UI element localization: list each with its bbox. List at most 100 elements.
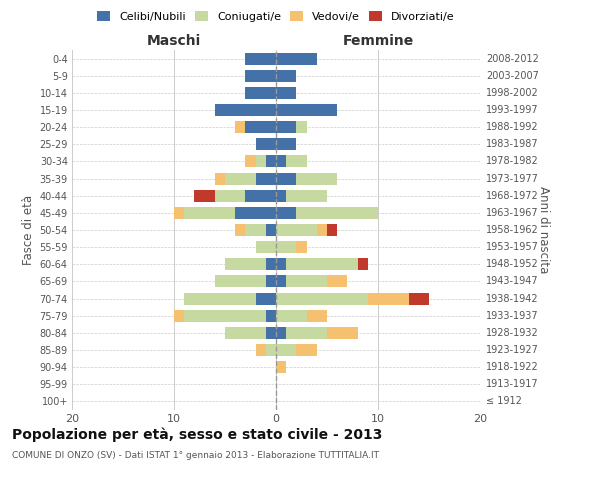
Text: 1953-1957: 1953-1957 xyxy=(486,242,539,252)
Bar xyxy=(286,156,307,168)
Bar xyxy=(225,172,256,184)
Bar xyxy=(276,190,286,202)
Bar xyxy=(276,156,286,168)
Bar xyxy=(327,276,347,287)
Text: 2008-2012: 2008-2012 xyxy=(486,54,539,64)
Bar xyxy=(256,138,276,150)
Bar xyxy=(245,87,276,99)
Text: 1938-1942: 1938-1942 xyxy=(486,294,539,304)
Bar xyxy=(276,258,286,270)
Bar xyxy=(245,52,276,64)
Bar xyxy=(256,156,266,168)
Bar xyxy=(256,344,266,356)
Text: 1918-1922: 1918-1922 xyxy=(486,362,539,372)
Bar xyxy=(256,172,276,184)
Bar xyxy=(276,104,337,116)
Bar xyxy=(184,310,266,322)
Bar xyxy=(276,241,296,253)
Bar xyxy=(215,104,276,116)
Bar xyxy=(256,292,276,304)
Text: 1983-1987: 1983-1987 xyxy=(486,140,539,149)
Bar xyxy=(215,276,266,287)
Bar xyxy=(286,190,327,202)
Bar xyxy=(327,327,358,339)
Text: 1973-1977: 1973-1977 xyxy=(486,174,539,184)
Bar xyxy=(286,327,327,339)
Bar xyxy=(276,310,307,322)
Text: 1993-1997: 1993-1997 xyxy=(486,105,539,115)
Bar xyxy=(286,276,327,287)
Bar xyxy=(276,327,286,339)
Text: 1943-1947: 1943-1947 xyxy=(486,276,539,286)
Bar xyxy=(327,224,337,236)
Bar xyxy=(317,224,327,236)
Bar xyxy=(266,258,276,270)
Y-axis label: Fasce di età: Fasce di età xyxy=(22,195,35,265)
Bar xyxy=(256,241,276,253)
Text: 1988-1992: 1988-1992 xyxy=(486,122,539,132)
Bar xyxy=(245,121,276,133)
Text: Anni di nascita: Anni di nascita xyxy=(537,186,550,274)
Bar xyxy=(296,241,307,253)
Bar xyxy=(296,121,307,133)
Text: Maschi: Maschi xyxy=(147,34,201,48)
Bar xyxy=(245,156,256,168)
Bar xyxy=(225,327,266,339)
Text: 1913-1917: 1913-1917 xyxy=(486,380,539,390)
Bar xyxy=(215,190,245,202)
Bar xyxy=(184,292,256,304)
Bar xyxy=(174,310,184,322)
Bar xyxy=(276,361,286,373)
Bar xyxy=(194,190,215,202)
Text: 1923-1927: 1923-1927 xyxy=(486,345,539,355)
Text: 1958-1962: 1958-1962 xyxy=(486,225,539,235)
Bar xyxy=(235,207,276,219)
Bar xyxy=(174,207,184,219)
Text: Popolazione per età, sesso e stato civile - 2013: Popolazione per età, sesso e stato civil… xyxy=(12,428,382,442)
Bar xyxy=(245,224,266,236)
Bar xyxy=(276,138,296,150)
Bar xyxy=(225,258,266,270)
Bar xyxy=(235,224,245,236)
Bar xyxy=(276,121,296,133)
Bar xyxy=(276,172,296,184)
Bar xyxy=(296,207,378,219)
Text: 2003-2007: 2003-2007 xyxy=(486,70,539,81)
Bar xyxy=(266,224,276,236)
Bar xyxy=(245,70,276,82)
Bar xyxy=(409,292,429,304)
Bar xyxy=(276,207,296,219)
Bar xyxy=(266,344,276,356)
Legend: Celibi/Nubili, Coniugati/e, Vedovi/e, Divorziati/e: Celibi/Nubili, Coniugati/e, Vedovi/e, Di… xyxy=(94,8,458,25)
Bar xyxy=(276,52,317,64)
Text: 1978-1982: 1978-1982 xyxy=(486,156,539,166)
Text: 1968-1972: 1968-1972 xyxy=(486,190,539,200)
Bar xyxy=(276,292,368,304)
Bar xyxy=(358,258,368,270)
Text: COMUNE DI ONZO (SV) - Dati ISTAT 1° gennaio 2013 - Elaborazione TUTTITALIA.IT: COMUNE DI ONZO (SV) - Dati ISTAT 1° genn… xyxy=(12,451,379,460)
Text: 1933-1937: 1933-1937 xyxy=(486,310,539,320)
Text: 1948-1952: 1948-1952 xyxy=(486,260,539,270)
Bar xyxy=(276,70,296,82)
Bar xyxy=(276,224,317,236)
Bar xyxy=(184,207,235,219)
Bar xyxy=(215,172,225,184)
Bar xyxy=(245,190,276,202)
Text: ≤ 1912: ≤ 1912 xyxy=(486,396,522,406)
Text: 1998-2002: 1998-2002 xyxy=(486,88,539,98)
Bar xyxy=(296,344,317,356)
Bar xyxy=(266,276,276,287)
Bar xyxy=(296,172,337,184)
Text: 1963-1967: 1963-1967 xyxy=(486,208,539,218)
Bar xyxy=(286,258,358,270)
Bar xyxy=(266,310,276,322)
Text: 1928-1932: 1928-1932 xyxy=(486,328,539,338)
Bar xyxy=(266,327,276,339)
Bar xyxy=(276,276,286,287)
Bar xyxy=(276,344,296,356)
Bar xyxy=(307,310,327,322)
Bar xyxy=(266,156,276,168)
Bar xyxy=(276,87,296,99)
Bar xyxy=(368,292,409,304)
Text: Femmine: Femmine xyxy=(343,34,413,48)
